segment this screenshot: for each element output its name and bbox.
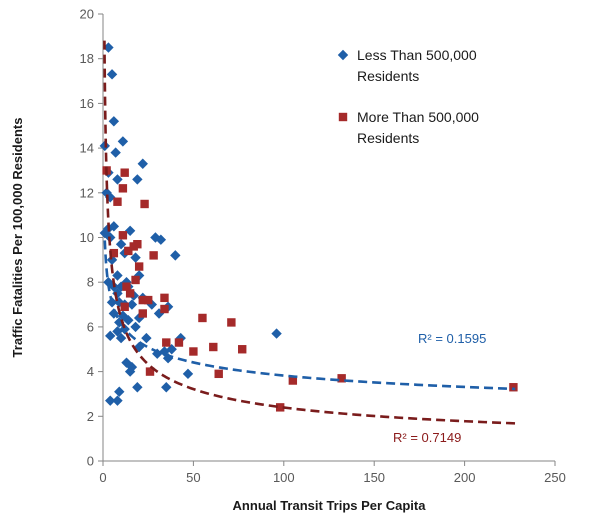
x-tick-label: 0: [99, 470, 106, 485]
point-over-500k: [122, 282, 131, 291]
point-under-500k: [130, 321, 141, 333]
legend-marker-over-500k: [338, 112, 348, 122]
point-under-500k: [124, 366, 136, 377]
point-over-500k: [138, 309, 147, 318]
point-over-500k: [149, 251, 158, 260]
point-over-500k: [509, 383, 518, 392]
point-over-500k: [125, 289, 135, 298]
r2-label-over-500k: R² = 0.7149: [393, 430, 461, 445]
point-under-500k: [132, 174, 143, 185]
x-tick-label: 150: [363, 470, 385, 485]
y-tick-label: 0: [87, 454, 94, 469]
x-axis-title: Annual Transit Trips Per Capita: [233, 498, 427, 513]
y-tick-label: 6: [87, 319, 94, 334]
trendline-over-500k: [103, 40, 516, 425]
point-under-500k: [182, 368, 194, 380]
legend-marker-under-500k: [337, 49, 349, 61]
y-tick-label: 20: [80, 7, 94, 22]
point-over-500k: [138, 295, 147, 305]
y-tick-label: 18: [80, 51, 94, 66]
x-tick-label: 100: [273, 470, 295, 485]
r2-label-under-500k: R² = 0.1595: [418, 331, 486, 346]
x-tick-label: 50: [186, 470, 200, 485]
y-tick-label: 16: [80, 96, 94, 111]
point-under-500k: [161, 382, 172, 393]
point-under-500k: [112, 395, 123, 406]
trendline-under-500k: [103, 240, 516, 391]
y-tick-label: 8: [87, 275, 94, 290]
point-over-500k: [140, 199, 149, 209]
point-over-500k: [198, 313, 207, 323]
point-under-500k: [114, 386, 125, 397]
point-under-500k: [130, 252, 141, 263]
point-under-500k: [117, 136, 129, 147]
axes: [98, 13, 556, 466]
point-under-500k: [115, 239, 127, 250]
point-under-500k: [108, 221, 120, 232]
legend: Less Than 500,000 Residents More Than 500,…: [337, 47, 479, 146]
point-under-500k: [108, 116, 120, 127]
point-over-500k: [120, 168, 129, 177]
point-over-500k: [124, 246, 133, 256]
y-tick-label: 4: [87, 364, 94, 379]
point-under-500k: [103, 42, 114, 53]
point-under-500k: [133, 270, 145, 281]
legend-label-under-500k-line2: Residents: [357, 68, 419, 84]
point-over-500k: [134, 262, 144, 271]
y-tick-label: 2: [87, 409, 94, 424]
point-under-500k: [124, 225, 136, 236]
point-under-500k: [141, 332, 152, 344]
point-under-500k: [112, 270, 123, 281]
point-over-500k: [145, 367, 155, 376]
x-tick-label: 200: [454, 470, 476, 485]
point-over-500k: [144, 295, 153, 305]
point-over-500k: [288, 376, 298, 385]
point-over-500k: [131, 275, 140, 285]
legend-label-over-500k: More Than 500,000: [357, 109, 479, 125]
point-over-500k: [113, 197, 122, 206]
point-over-500k: [209, 342, 218, 352]
point-under-500k: [115, 332, 127, 344]
point-under-500k: [105, 330, 116, 342]
point-over-500k: [162, 338, 171, 347]
point-over-500k: [238, 345, 247, 354]
point-under-500k: [271, 328, 282, 339]
point-over-500k: [109, 248, 119, 258]
point-over-500k: [227, 318, 236, 327]
legend-label-over-500k-line2: Residents: [357, 130, 419, 146]
point-over-500k: [118, 231, 128, 240]
data-points: [99, 42, 518, 412]
point-over-500k: [133, 240, 142, 249]
point-under-500k: [170, 250, 181, 261]
point-under-500k: [126, 299, 138, 310]
y-tick-label: 14: [80, 141, 94, 156]
point-under-500k: [99, 227, 111, 239]
point-under-500k: [123, 314, 134, 326]
y-tick-label: 10: [80, 230, 94, 245]
point-under-500k: [105, 395, 116, 406]
point-under-500k: [106, 69, 118, 80]
point-under-500k: [132, 382, 143, 393]
y-axis-title: Traffic Fatalities Per 100,000 Residents: [10, 118, 25, 358]
trendlines: R² = 0.1595 R² = 0.7149: [103, 40, 516, 445]
point-over-500k: [337, 374, 346, 383]
point-over-500k: [189, 347, 198, 356]
point-over-500k: [118, 184, 128, 193]
point-under-500k: [110, 147, 121, 158]
point-over-500k: [214, 369, 223, 379]
legend-label-under-500k: Less Than 500,000: [357, 47, 477, 63]
y-tick-label: 12: [80, 185, 94, 200]
x-tick-label: 250: [544, 470, 566, 485]
point-under-500k: [112, 174, 123, 185]
point-over-500k: [160, 293, 169, 303]
point-over-500k: [275, 403, 285, 412]
point-over-500k: [160, 304, 169, 314]
point-over-500k: [174, 338, 184, 347]
point-under-500k: [155, 234, 167, 245]
point-under-500k: [137, 158, 148, 169]
point-over-500k: [120, 302, 129, 311]
